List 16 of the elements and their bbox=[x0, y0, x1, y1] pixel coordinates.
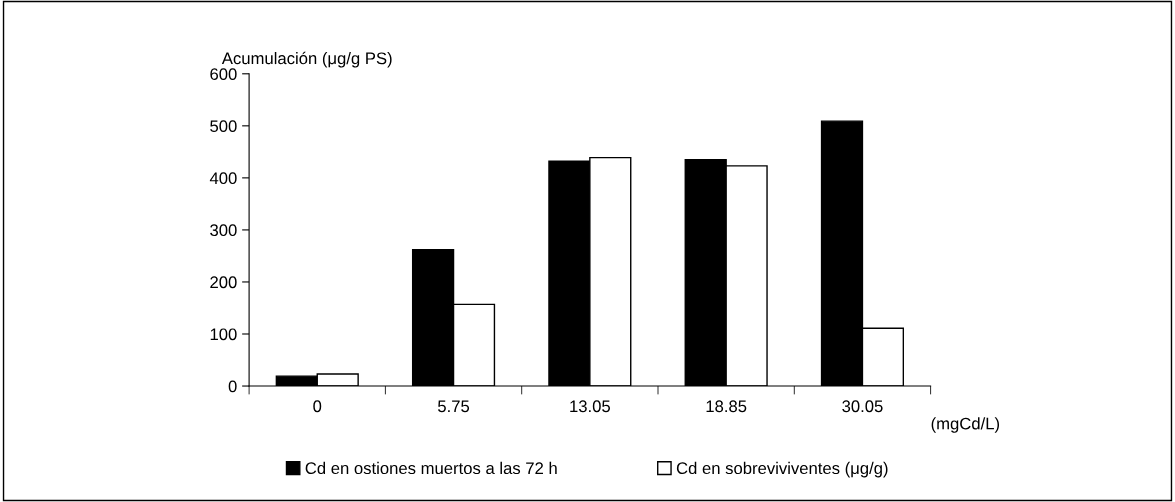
legend-label: Cd en sobreviviventes (μg/g) bbox=[676, 461, 888, 478]
x-tick-label: 0 bbox=[313, 400, 322, 413]
y-tick-label: 200 bbox=[210, 276, 237, 289]
y-tick-label: 300 bbox=[210, 224, 237, 237]
x-tick-label: 18.85 bbox=[706, 400, 747, 413]
y-tick-label: 400 bbox=[209, 172, 237, 185]
y-tick-label: 600 bbox=[210, 68, 237, 80]
legend-label: Cd en ostiones muertos a las 72 h bbox=[305, 461, 557, 475]
x-tick-label: 30.05 bbox=[842, 400, 883, 413]
x-tick-label: 5.75 bbox=[438, 400, 470, 413]
y-tick-label: 0 bbox=[228, 380, 237, 393]
y-axis-title: Acumulación (μg/g PS) bbox=[221, 51, 392, 68]
y-tick-label: 500 bbox=[210, 120, 237, 133]
x-tick-label: 13.05 bbox=[570, 400, 611, 413]
x-axis-title: (mgCd/L) bbox=[931, 417, 1000, 433]
y-tick-label: 100 bbox=[210, 328, 237, 341]
